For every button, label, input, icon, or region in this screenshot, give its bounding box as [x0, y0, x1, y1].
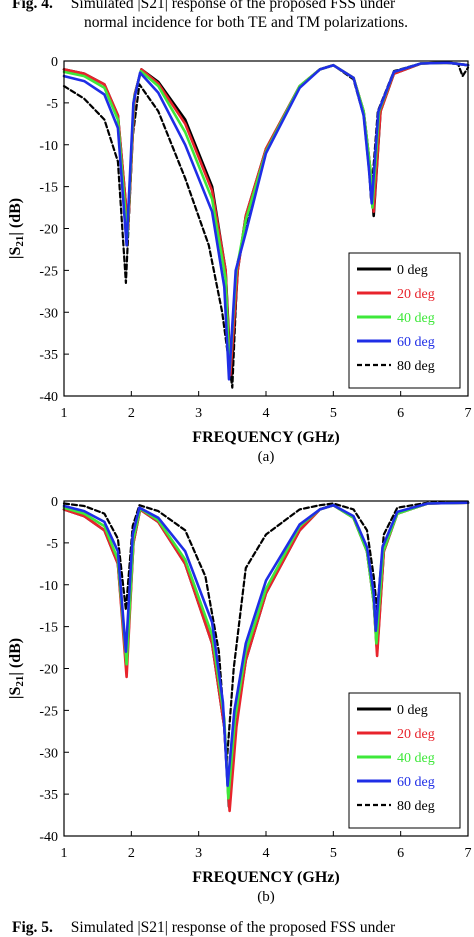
legend-label: 20 deg	[397, 727, 435, 742]
series-line-40-deg	[62, 501, 470, 800]
y-tick-label: -15	[39, 621, 58, 636]
legend-label: 80 deg	[397, 799, 435, 814]
y-tick-label: -10	[39, 579, 58, 594]
x-tick-label: 4	[263, 846, 270, 861]
figure-caption-bottom: Fig. 5. Simulated |S21| response of the …	[0, 918, 474, 937]
y-tick-label: -30	[39, 746, 58, 761]
legend-label: 40 deg	[397, 751, 435, 766]
chart-panel-a: 0 -5 -10 -15 -20 -25 -30 -35 -401 2 3 4 5 6 7 FREQUENCY…	[7, 55, 472, 465]
series-line-60-deg	[62, 501, 470, 788]
x-tick-label: 6	[397, 406, 404, 421]
legend-label: 0 deg	[397, 263, 428, 278]
x-tick-label: 2	[128, 846, 135, 861]
y-tick-label: -20	[39, 223, 58, 238]
panel-label: (a)	[258, 449, 275, 465]
figure-label: Fig. 4.	[12, 0, 53, 12]
legend: 0 deg 20 deg 40 deg 60 deg 80 deg	[348, 692, 461, 829]
y-tick-label: -25	[39, 264, 58, 279]
series-line-80-deg	[62, 500, 470, 762]
chart-panel-b: 0 -5 -10 -15 -20 -25 -30 -35 -401 2 3 4 5 6 7 FREQUENCY…	[7, 495, 472, 905]
y-tick-label: -5	[46, 537, 58, 552]
caption-line-2: normal incidence for both TE and TM pola…	[84, 14, 408, 31]
x-tick-label: 7	[465, 846, 472, 861]
x-axis-title: FREQUENCY (GHz)	[192, 429, 339, 446]
x-tick-label: 4	[263, 406, 270, 421]
x-tick-label: 5	[330, 846, 337, 861]
x-tick-label: 1	[61, 846, 68, 861]
x-axis-title: FREQUENCY (GHz)	[192, 869, 339, 886]
figure-label: Fig. 5.	[12, 919, 53, 936]
y-tick-label: -25	[39, 704, 58, 719]
legend-label: 40 deg	[397, 311, 435, 326]
y-tick-label: -40	[39, 390, 58, 405]
y-tick-label: -15	[39, 181, 58, 196]
y-tick-label: -40	[39, 830, 58, 845]
y-axis-title: |S21| (dB)	[7, 198, 26, 259]
x-tick-label: 5	[330, 406, 337, 421]
legend: 0 deg 20 deg 40 deg 60 deg 80 deg	[348, 252, 461, 389]
y-tick-label: 0	[51, 495, 58, 510]
y-tick-label: -5	[46, 97, 58, 112]
y-tick-label: 0	[51, 55, 58, 70]
y-tick-label: -20	[39, 663, 58, 678]
x-tick-label: 6	[397, 846, 404, 861]
panel-label: (b)	[257, 889, 275, 905]
y-tick-label: -35	[39, 788, 58, 803]
y-axis-title: |S21| (dB)	[7, 638, 26, 699]
y-tick-label: -30	[39, 306, 58, 321]
x-tick-label: 2	[128, 406, 135, 421]
legend-label: 0 deg	[397, 703, 428, 718]
caption-line-1: Simulated |S21| response of the proposed…	[70, 919, 396, 936]
x-tick-label: 3	[195, 846, 202, 861]
x-tick-label: 1	[61, 406, 68, 421]
legend-label: 60 deg	[397, 775, 435, 790]
x-tick-label: 7	[465, 406, 472, 421]
legend-label: 20 deg	[397, 287, 435, 302]
figure-caption-top: Fig. 4. Simulated |S21| response of the …	[0, 0, 474, 32]
legend-label: 80 deg	[397, 359, 435, 374]
y-tick-label: -35	[39, 348, 58, 363]
legend-label: 60 deg	[397, 335, 435, 350]
y-tick-label: -10	[39, 139, 58, 154]
x-tick-label: 3	[195, 406, 202, 421]
caption-line-1: Simulated |S21| response of the proposed…	[70, 0, 396, 12]
series-line-60-deg	[62, 61, 470, 381]
